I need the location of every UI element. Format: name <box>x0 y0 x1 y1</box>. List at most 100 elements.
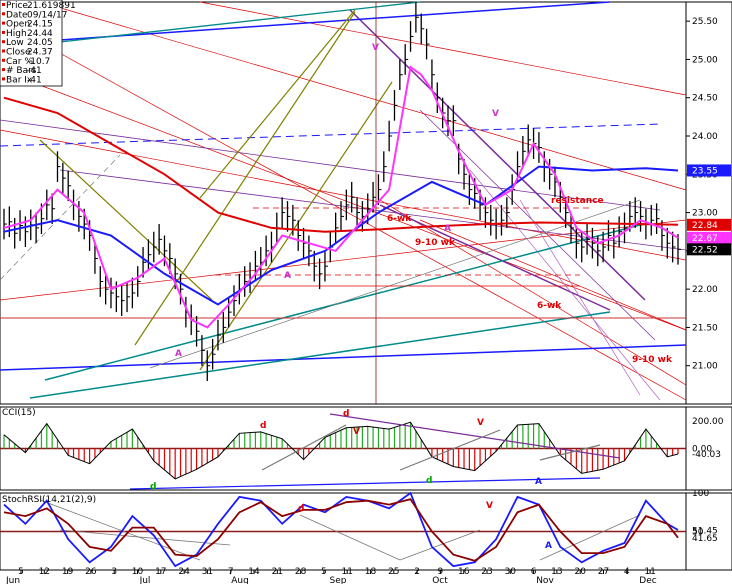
x-tick-label: 13 <box>551 567 562 577</box>
trend-line <box>199 81 393 371</box>
info-value: 24.37 <box>27 48 53 58</box>
trend-line <box>379 199 687 386</box>
annotation-label: A <box>175 349 182 359</box>
cci-title: CCI(15) <box>2 408 36 418</box>
cci-value-label: -40.03 <box>692 450 721 460</box>
cci-axis <box>685 406 732 491</box>
annotation-label: V <box>372 43 379 53</box>
price-label-box <box>687 218 731 231</box>
info-bullet <box>2 30 5 34</box>
moving-average-line <box>3 65 679 329</box>
x-tick-label: 17 <box>155 567 166 577</box>
price-label: 22.84 <box>692 221 718 231</box>
info-value: 24.15 <box>27 20 53 30</box>
x-axis: 5 12 19 26 3 10 17 24 31 7 14 21 28 5 11 18 25 2 9 16 23 30 6 1… <box>5 567 657 584</box>
stoch-value-label: 41.65 <box>692 534 718 544</box>
x-tick-label: 19 <box>62 567 74 577</box>
trend-line <box>0 119 661 211</box>
x-tick-label: 2 <box>414 567 420 577</box>
trend-line <box>0 69 687 331</box>
x-tick-label: 25 <box>388 567 399 577</box>
info-bullet <box>2 40 5 44</box>
cci-annotation: A <box>535 477 542 487</box>
x-tick-label: 12 <box>39 567 50 577</box>
cci-tick-label: 0.00 <box>692 445 712 455</box>
cci-trend-line <box>129 477 601 490</box>
month-label: Sep <box>330 576 347 584</box>
stoch-trend-line <box>39 499 201 561</box>
stoch-annotation: A <box>545 541 552 551</box>
trend-line <box>349 9 646 301</box>
x-tick-label: 6 <box>531 567 537 577</box>
x-tick-label: 11 <box>341 567 352 577</box>
cci-annotation: d <box>150 482 156 492</box>
stoch-annotation: d <box>298 504 304 514</box>
price-tick-label: 23.00 <box>692 209 718 219</box>
annotation-label: 6-wk <box>387 214 412 224</box>
panel-titles: CCI(15) StochRSI(14,21(2),9) <box>2 408 96 505</box>
stoch-trend-line <box>539 514 641 561</box>
x-tick-label: 5 <box>321 567 327 577</box>
info-value: -41 <box>27 75 42 85</box>
trend-line <box>134 11 356 346</box>
x-tick-label: 28 <box>295 567 307 577</box>
annotation-label: V <box>492 109 499 119</box>
trend-line <box>29 311 611 399</box>
cci-trend-line <box>261 424 347 471</box>
month-label: Jul <box>139 576 151 584</box>
trend-line <box>44 224 641 381</box>
annotation-label: 6-wk <box>537 301 562 311</box>
info-bullet <box>2 68 5 72</box>
price-tick-label: 24.50 <box>692 94 718 104</box>
trend-line <box>0 154 121 281</box>
month-label: Jun <box>5 576 20 584</box>
info-value: 24.05 <box>27 38 53 48</box>
cci-annotation: d <box>343 409 349 419</box>
trend-line <box>59 1 611 41</box>
info-bullet <box>2 49 5 53</box>
price-tick-label: 24.00 <box>692 132 718 142</box>
trend-line <box>0 19 687 401</box>
cci-line <box>3 421 679 480</box>
x-tick-label: 30 <box>505 567 517 577</box>
x-tick-label: 20 <box>574 567 586 577</box>
stoch-tick-label: 50 <box>692 528 704 538</box>
stoch-tick-label: 100 <box>692 489 709 499</box>
info-key: Price <box>6 1 28 11</box>
annotation-label: 9-10 wk <box>415 238 456 248</box>
info-key: Car % <box>6 57 33 67</box>
stoch-trend-line <box>399 529 481 561</box>
trend-line <box>0 129 687 261</box>
stoch-trend-line <box>59 529 231 546</box>
x-tick-label: 26 <box>85 567 97 577</box>
price-tick-label: 21.00 <box>692 362 718 372</box>
month-label: Oct <box>432 576 448 584</box>
cci-tick-label: 200.00 <box>692 417 724 427</box>
price-tick-label: 25.50 <box>692 17 718 27</box>
price-tick-label: 22.00 <box>692 285 718 295</box>
x-tick-label: 24 <box>178 567 190 577</box>
month-label: Dec <box>639 576 656 584</box>
x-tick-label: 21 <box>272 567 283 577</box>
month-label: Aug <box>231 576 249 584</box>
cci-annotation: d <box>426 476 432 486</box>
price-axis <box>685 1 732 405</box>
x-tick-label: 27 <box>598 567 609 577</box>
cci-trend-line <box>539 444 601 461</box>
x-tick-label: 23 <box>481 567 492 577</box>
info-bullet <box>2 12 5 16</box>
x-tick-label: 5 <box>18 567 24 577</box>
stoch-line <box>3 491 679 568</box>
info-value: -41 <box>27 66 42 76</box>
price-label-box <box>687 231 731 244</box>
info-value: 21.619891 <box>27 1 76 11</box>
info-bullet <box>2 77 5 81</box>
x-tick-label: 10 <box>132 567 144 577</box>
trend-line <box>0 344 687 371</box>
trend-line <box>199 9 356 199</box>
x-tick-label: 4 <box>624 567 630 577</box>
stochrsi-title: StochRSI(14,21(2),9) <box>2 495 96 505</box>
info-value: -10.7 <box>27 57 50 67</box>
